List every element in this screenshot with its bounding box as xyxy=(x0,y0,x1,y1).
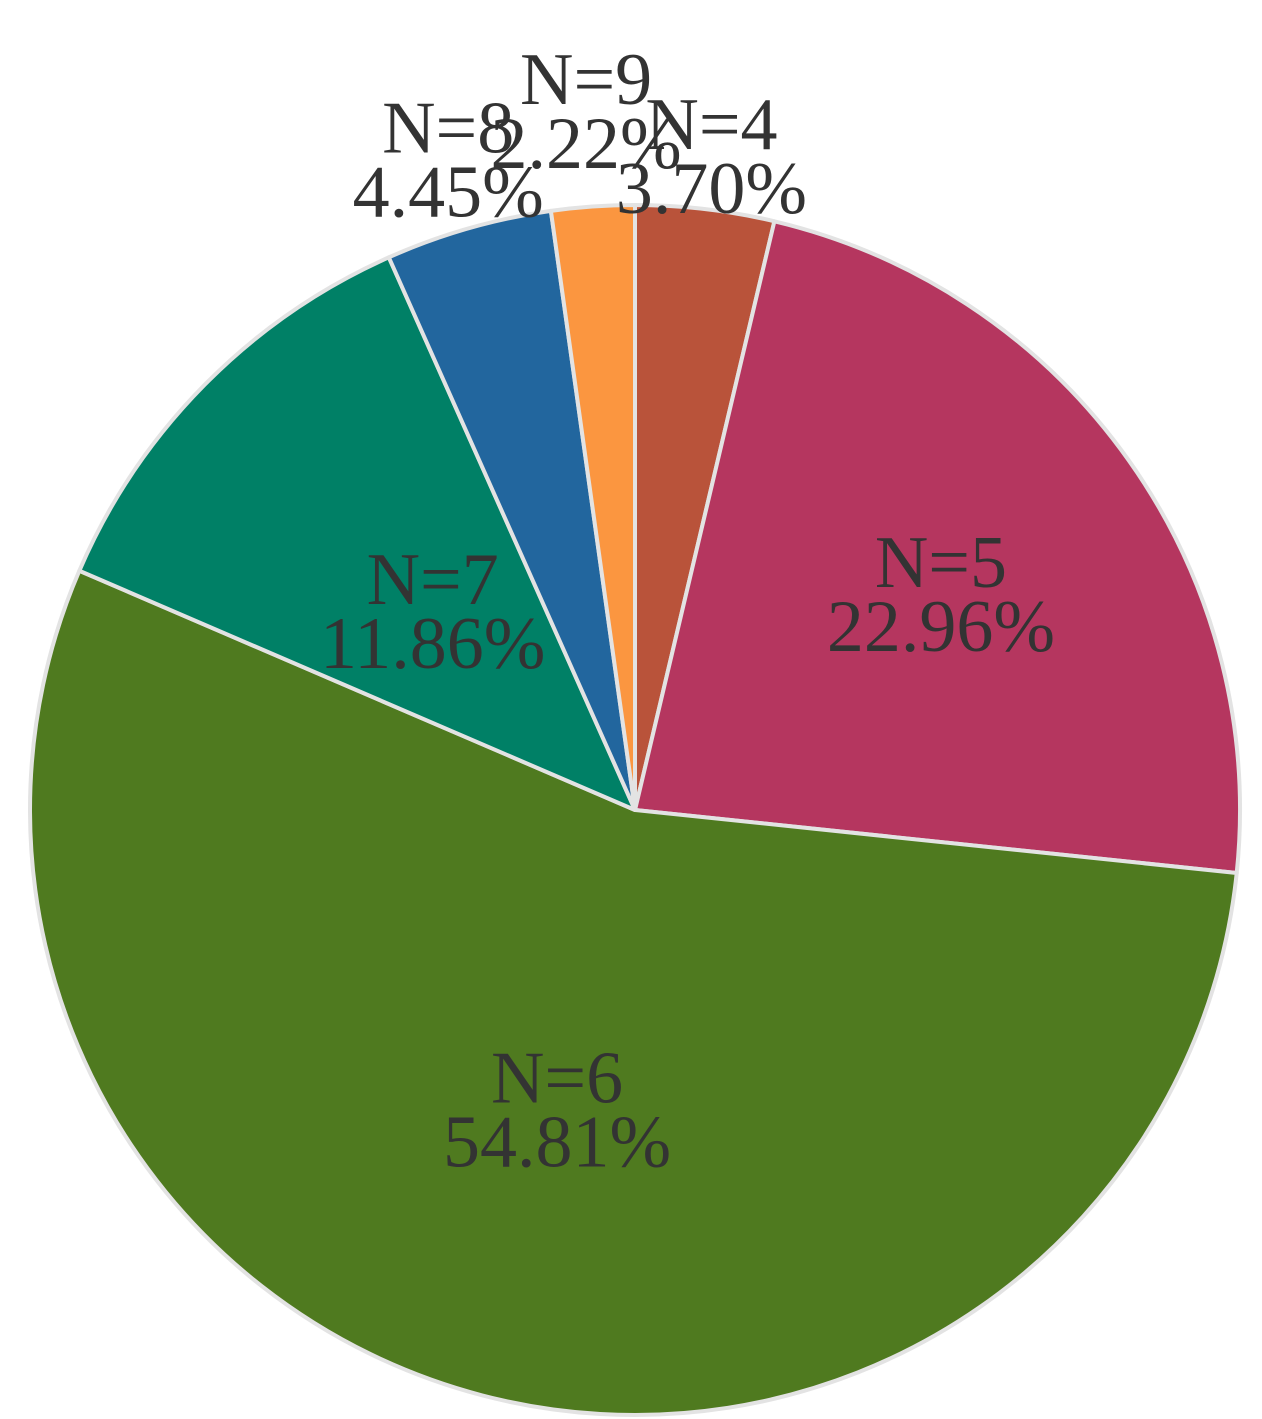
slice-value-label: 3.70% xyxy=(616,148,807,230)
slice-label: N=7 xyxy=(367,539,499,621)
pie-slice-n-8 xyxy=(386,208,637,812)
pie-labels: N=43.70% N=522.96% N=654.81% N=711.86% N=84.… xyxy=(320,39,1055,1184)
slice-value-label: 54.81% xyxy=(443,1102,671,1184)
slice-label: N=5 xyxy=(875,522,1007,604)
pie-slice-n-6 xyxy=(27,568,1239,1417)
pie-slice-n-5 xyxy=(633,219,1242,875)
pie-slice-n-9 xyxy=(548,203,637,812)
slice-value-label: 2.22% xyxy=(491,103,682,185)
slice-label: N=6 xyxy=(491,1038,623,1120)
slice-value-label: 4.45% xyxy=(353,152,544,234)
slice-label: N=4 xyxy=(645,84,777,166)
slice-value-label: 22.96% xyxy=(827,586,1055,668)
slice-value-label: 11.86% xyxy=(320,603,545,685)
pie-slice-n-7 xyxy=(77,255,637,812)
slice-label: N=8 xyxy=(382,88,514,170)
slice-label: N=9 xyxy=(520,39,652,121)
pie-slices xyxy=(27,203,1242,1417)
